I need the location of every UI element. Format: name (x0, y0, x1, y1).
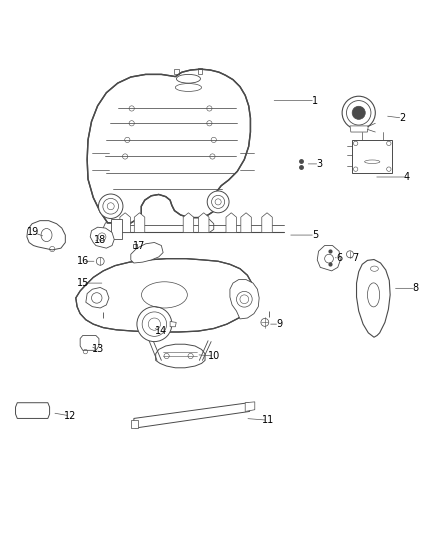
Polygon shape (350, 126, 368, 132)
Text: 5: 5 (312, 230, 318, 240)
Polygon shape (245, 402, 255, 411)
Text: 19: 19 (27, 228, 39, 237)
Polygon shape (262, 213, 272, 232)
Polygon shape (134, 213, 145, 232)
Polygon shape (241, 213, 251, 232)
Text: 18: 18 (94, 235, 106, 245)
Text: 16: 16 (77, 256, 89, 266)
Polygon shape (80, 335, 99, 350)
Text: 1: 1 (312, 95, 318, 106)
Polygon shape (27, 221, 65, 250)
Text: 17: 17 (133, 240, 146, 251)
Polygon shape (317, 246, 340, 271)
Circle shape (352, 106, 365, 119)
Text: 4: 4 (404, 172, 410, 182)
Text: 11: 11 (262, 415, 274, 425)
Text: 10: 10 (208, 351, 220, 361)
Polygon shape (198, 213, 209, 232)
Polygon shape (131, 420, 138, 428)
Circle shape (99, 194, 123, 219)
Polygon shape (352, 140, 392, 173)
Text: 2: 2 (399, 113, 406, 123)
Polygon shape (134, 403, 251, 428)
Polygon shape (155, 344, 205, 368)
Polygon shape (120, 213, 131, 232)
Polygon shape (86, 287, 109, 308)
Text: 15: 15 (77, 278, 89, 288)
Polygon shape (183, 213, 194, 232)
Polygon shape (111, 220, 122, 239)
Text: 14: 14 (155, 326, 167, 336)
Polygon shape (230, 280, 259, 319)
Text: 12: 12 (64, 411, 76, 421)
Circle shape (137, 306, 172, 342)
Polygon shape (15, 403, 49, 418)
Polygon shape (87, 69, 251, 224)
Text: 3: 3 (316, 159, 322, 169)
Circle shape (342, 96, 375, 130)
Polygon shape (357, 260, 390, 337)
Text: 8: 8 (413, 284, 419, 293)
Text: 6: 6 (336, 253, 342, 263)
Text: 9: 9 (276, 319, 283, 329)
Text: 13: 13 (92, 344, 104, 354)
Text: 7: 7 (352, 253, 358, 263)
Polygon shape (170, 321, 176, 327)
Polygon shape (226, 213, 237, 232)
Polygon shape (90, 227, 114, 248)
Polygon shape (131, 243, 163, 263)
Polygon shape (76, 259, 253, 332)
Circle shape (207, 191, 229, 213)
